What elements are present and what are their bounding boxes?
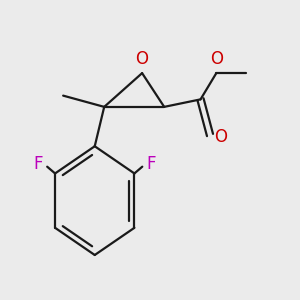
Text: O: O (136, 50, 148, 68)
Text: O: O (210, 50, 224, 68)
Text: F: F (34, 155, 43, 173)
Text: F: F (146, 155, 156, 173)
Text: O: O (214, 128, 227, 146)
